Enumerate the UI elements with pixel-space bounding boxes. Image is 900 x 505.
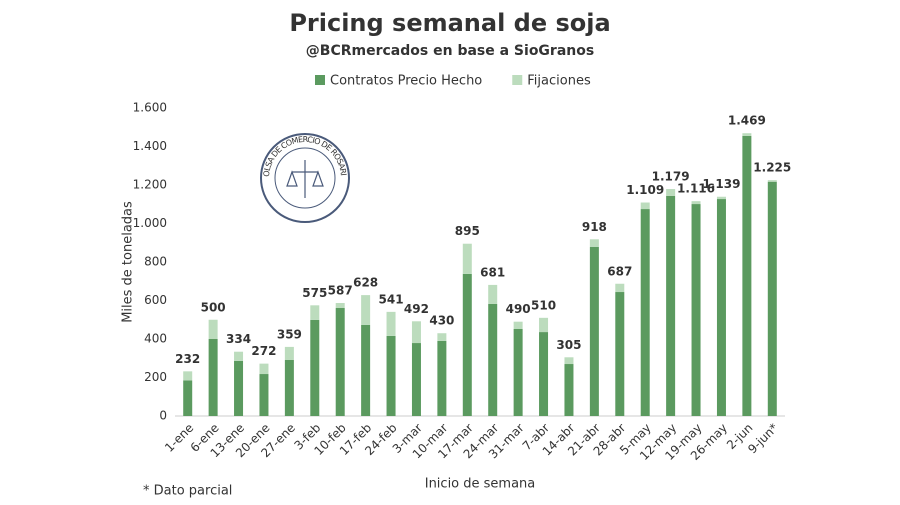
bar-segment	[742, 133, 752, 136]
bar-segment	[462, 243, 472, 274]
bar-segment	[488, 284, 498, 304]
y-axis-label: Miles de toneladas	[121, 201, 136, 323]
bar-segment	[183, 371, 193, 381]
total-label: 1.225	[753, 161, 791, 175]
total-label: 1.179	[652, 170, 690, 184]
legend: Contratos Precio Hecho Fijaciones	[315, 74, 591, 89]
bar-segment	[284, 359, 294, 416]
bar-segment	[488, 303, 498, 416]
total-label: 359	[277, 327, 302, 341]
total-label: 500	[201, 300, 226, 314]
bar-segment	[666, 195, 676, 416]
bar-segment	[666, 189, 676, 196]
bar-segment	[386, 335, 396, 416]
total-label: 1.109	[626, 183, 664, 197]
y-tick-label: 800	[144, 255, 167, 269]
bar-segment	[691, 201, 701, 205]
bar-segment	[513, 321, 523, 329]
total-label: 681	[480, 265, 505, 279]
bar-segment	[539, 332, 549, 416]
bar-segment	[716, 196, 726, 200]
total-label: 305	[556, 338, 581, 352]
bar-segment	[361, 324, 371, 416]
bar-segment	[284, 346, 294, 360]
total-label: 510	[531, 298, 556, 312]
total-label: 628	[353, 276, 378, 290]
total-label: 232	[175, 352, 200, 366]
bar-segment	[234, 360, 244, 416]
legend-swatch	[315, 75, 325, 85]
bar-segment	[234, 351, 244, 361]
bar-segment	[615, 292, 625, 416]
legend-label: Fijaciones	[527, 74, 591, 89]
footnote: * Dato parcial	[143, 484, 232, 499]
bar-segment	[259, 363, 269, 375]
bar-segment	[589, 239, 599, 247]
bar-segment	[640, 202, 650, 210]
total-label: 490	[506, 302, 531, 316]
total-label: 575	[302, 286, 327, 300]
bar-segment	[742, 135, 752, 416]
bar-segment	[615, 283, 625, 293]
bar-segment	[208, 319, 218, 339]
total-label: 430	[429, 314, 454, 328]
bar-segment	[640, 209, 650, 416]
total-label: 492	[404, 302, 429, 316]
y-tick-label: 200	[144, 370, 167, 384]
bar-segment	[183, 380, 193, 416]
bar-segment	[335, 303, 345, 309]
chart-title: Pricing semanal de soja	[289, 9, 610, 37]
bar-segment	[437, 333, 447, 341]
y-tick-label: 1.600	[133, 101, 167, 115]
total-label: 272	[251, 344, 276, 358]
bar-segment	[462, 273, 472, 416]
y-tick-label: 0	[159, 409, 167, 423]
total-label: 1.116	[677, 182, 715, 196]
total-label: 1.139	[702, 177, 740, 191]
bar-segment	[716, 199, 726, 416]
bar-segment	[539, 317, 549, 333]
bar-segment	[310, 319, 320, 416]
bar-segment	[564, 357, 574, 365]
y-tick-label: 400	[144, 332, 167, 346]
y-tick-label: 1.000	[133, 216, 167, 230]
legend-label: Contratos Precio Hecho	[330, 74, 482, 89]
total-label: 895	[455, 224, 480, 238]
total-label: 1.469	[728, 114, 766, 128]
total-label: 334	[226, 332, 251, 346]
bar-segment	[386, 311, 396, 336]
bar-segment	[691, 204, 701, 416]
bar-segment	[767, 181, 777, 416]
legend-swatch	[512, 75, 523, 85]
bar-segment	[564, 364, 574, 416]
y-tick-label: 600	[144, 293, 167, 307]
bar-segment	[437, 340, 447, 416]
total-label: 687	[607, 264, 632, 278]
bar-segment	[589, 246, 599, 416]
bar-segment	[411, 343, 421, 416]
total-label: 587	[328, 284, 353, 298]
y-tick-label: 1.400	[133, 139, 167, 153]
logo-inner	[274, 147, 336, 209]
x-axis-label: Inicio de semana	[425, 477, 536, 492]
total-label: 918	[582, 220, 607, 234]
chart-subtitle: @BCRmercados en base a SioGranos	[306, 43, 594, 59]
total-label: 541	[379, 292, 404, 306]
bar-segment	[411, 321, 421, 344]
bar-segment	[310, 305, 320, 320]
y-tick-label: 1.200	[133, 178, 167, 192]
bar-segment	[361, 295, 371, 325]
bar-segment	[335, 308, 345, 416]
bar-segment	[208, 339, 218, 416]
bar-segment	[767, 180, 777, 182]
logo-ring	[260, 133, 350, 223]
logo-scale	[286, 160, 324, 198]
bar-segment	[513, 328, 523, 416]
bar-segment	[259, 374, 269, 416]
